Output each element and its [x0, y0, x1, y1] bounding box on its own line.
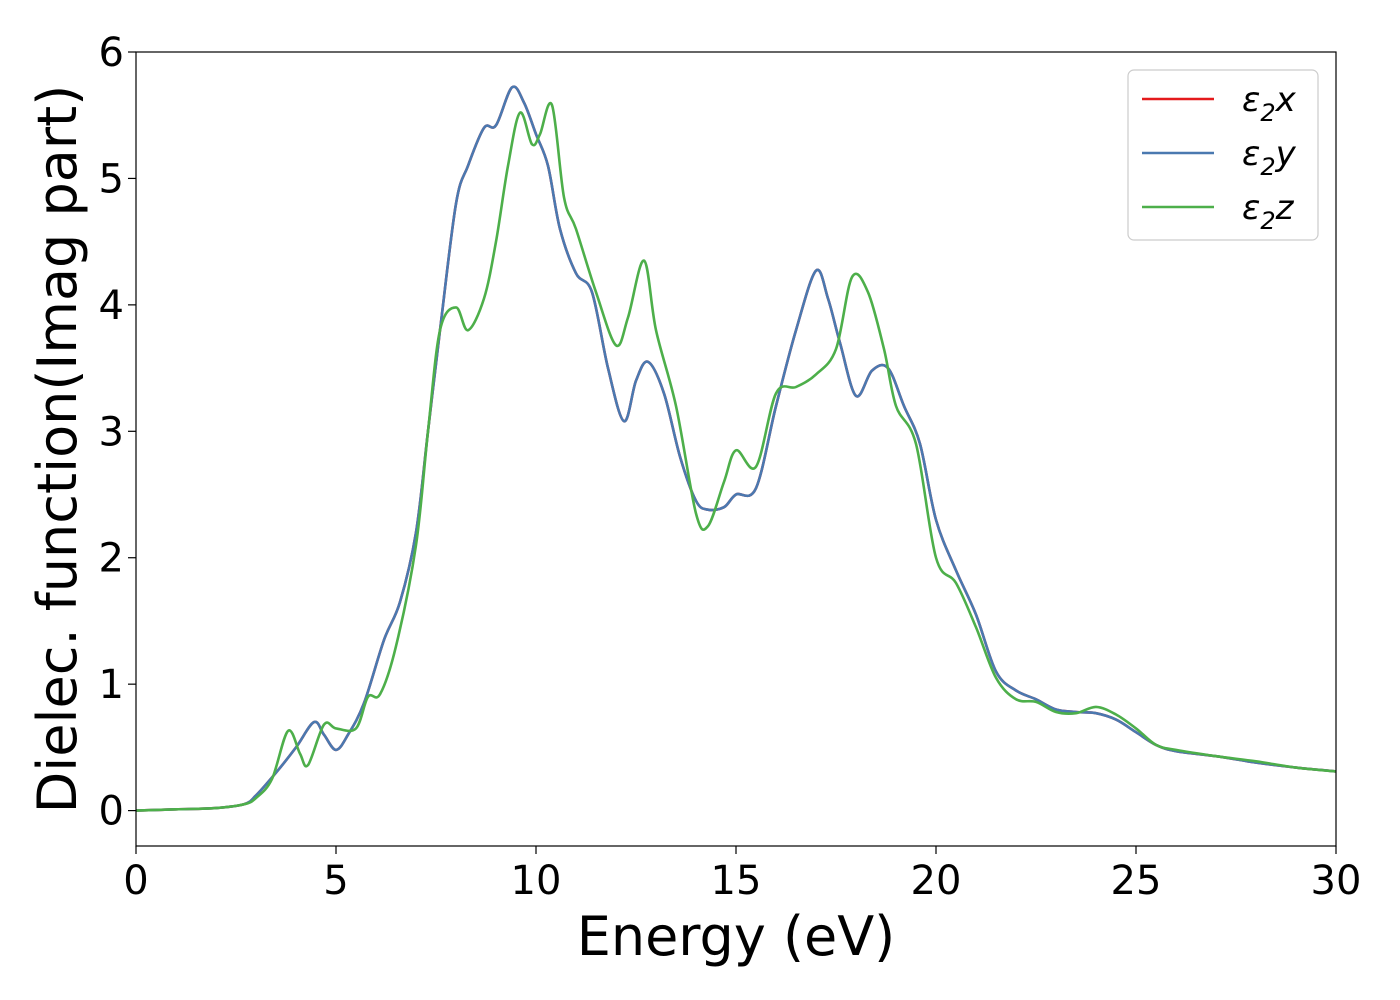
x-tick-label: 0 [123, 858, 148, 904]
x-tick-label: 25 [1111, 858, 1162, 904]
y-tick-label: 1 [99, 662, 124, 708]
legend-label-y: ε2y [1242, 134, 1297, 181]
legend-label-x: ε2x [1242, 80, 1297, 127]
y-axis-label: Dielec. function(Imag part) [26, 85, 89, 814]
x-axis-ticks: 0 5 10 15 20 25 30 [123, 846, 1361, 904]
y-tick-label: 0 [99, 789, 124, 835]
y-tick-label: 5 [99, 156, 124, 202]
legend-label-z: ε2z [1242, 188, 1295, 235]
legend: ε2x ε2y ε2z [1127, 69, 1319, 241]
x-axis-label: Energy (eV) [577, 905, 896, 968]
x-tick-label: 20 [911, 858, 962, 904]
y-tick-label: 4 [99, 283, 124, 329]
x-tick-label: 10 [511, 858, 562, 904]
legend-box [1127, 69, 1319, 241]
x-tick-label: 5 [323, 858, 348, 904]
y-tick-label: 2 [99, 536, 124, 582]
x-tick-label: 30 [1311, 858, 1362, 904]
y-axis-ticks: 0 1 2 3 4 5 6 [99, 30, 136, 835]
y-tick-label: 6 [99, 30, 124, 76]
plot-lines [135, 85, 1337, 812]
y-tick-label: 3 [99, 409, 124, 455]
x-tick-label: 15 [711, 858, 762, 904]
series-line-z [135, 101, 1337, 812]
